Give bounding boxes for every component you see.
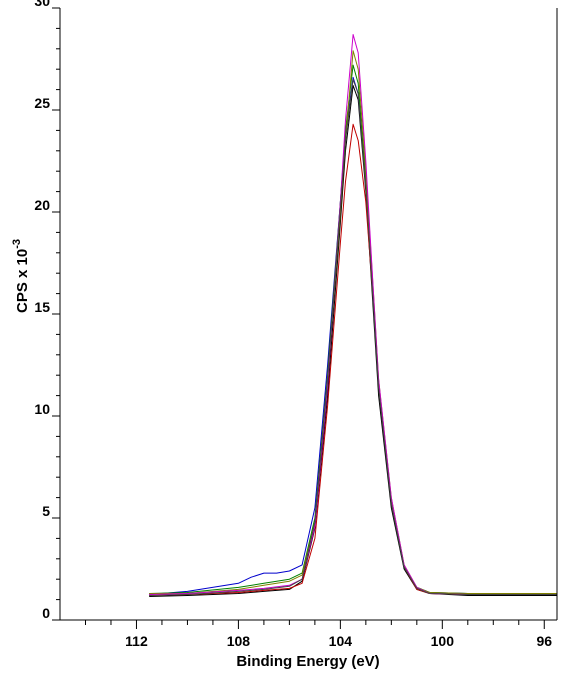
series-line-4 (149, 50, 557, 594)
y-tick-label: 25 (34, 95, 50, 111)
y-tick-label: 20 (34, 197, 50, 213)
y-tick-label: 15 (34, 299, 50, 315)
x-tick-label: 112 (125, 633, 148, 649)
axes-layer: 0 5 10 15 20 25 30 112 108 104 100 96 (34, 0, 558, 649)
y-tick-label: 5 (42, 503, 50, 519)
series-line-3 (149, 64, 557, 594)
x-tick-label: 104 (329, 633, 353, 649)
y-tick-label: 0 (42, 605, 50, 621)
series-line-0 (149, 85, 557, 597)
x-tick-label: 96 (536, 633, 552, 649)
series-line-6 (149, 78, 557, 596)
y-axis-title: CPS x 10-3 (11, 239, 31, 313)
x-tick-label: 108 (227, 633, 251, 649)
series-line-1 (149, 123, 557, 596)
x-tick-label: 100 (431, 633, 455, 649)
series-line-5 (149, 34, 557, 595)
x-axis-title: Binding Energy (eV) (236, 653, 379, 670)
series-layer (149, 34, 557, 597)
series-line-2 (149, 76, 557, 595)
y-axis-title-exponent: -3 (11, 239, 23, 249)
y-tick-label: 30 (34, 0, 50, 9)
y-tick-label: 10 (34, 401, 50, 417)
y-axis-title-base: CPS x 10 (14, 249, 31, 313)
